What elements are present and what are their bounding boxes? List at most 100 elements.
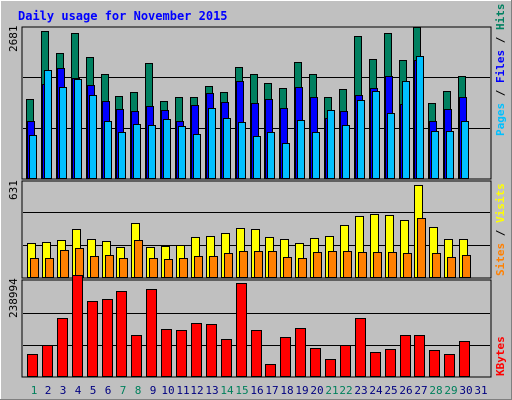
bar-kbytes-day-23 [355, 318, 366, 377]
bar-pages-day-6 [104, 121, 112, 179]
x-tick-day-25: 25 [384, 384, 397, 397]
bar-kbytes-day-13 [206, 324, 217, 377]
bar-pages-day-8 [133, 124, 141, 179]
bar-sites-day-1 [30, 258, 39, 278]
bar-pages-day-14 [223, 118, 231, 179]
bar-pages-day-24 [372, 91, 380, 179]
bar-pages-day-30 [461, 121, 469, 179]
x-tick-day-23: 23 [354, 384, 367, 397]
bar-pages-day-26 [402, 81, 410, 179]
bar-sites-day-11 [179, 258, 188, 278]
x-tick-day-14: 14 [220, 384, 234, 397]
bar-kbytes-day-27 [414, 335, 425, 377]
bar-kbytes-day-7 [116, 291, 127, 377]
chart-title: Daily usage for November 2015 [18, 9, 228, 23]
x-tick-day-19: 19 [295, 384, 308, 397]
x-tick-day-21: 21 [325, 384, 338, 397]
bar-pages-day-11 [178, 126, 186, 179]
x-tick-day-2: 2 [45, 384, 52, 397]
bar-pages-day-7 [118, 132, 126, 179]
bar-sites-day-22 [343, 251, 352, 278]
bar-pages-day-3 [59, 87, 67, 179]
bar-sites-day-10 [164, 259, 173, 278]
bar-sites-day-4 [75, 248, 84, 278]
bar-pages-day-25 [387, 113, 395, 179]
bar-kbytes-day-28 [429, 350, 440, 377]
bar-sites-day-24 [373, 252, 382, 278]
bar-kbytes-day-15 [236, 283, 247, 377]
x-tick-day-30: 30 [459, 384, 472, 397]
bar-kbytes-day-11 [176, 330, 187, 377]
bar-pages-day-18 [282, 143, 290, 179]
ytick-kbytes: 238994 [7, 278, 20, 318]
legend-files: Files [494, 50, 507, 83]
x-tick-day-28: 28 [429, 384, 442, 397]
x-tick-day-13: 13 [205, 384, 218, 397]
bar-sites-day-13 [209, 256, 218, 278]
x-tick-day-29: 29 [444, 384, 457, 397]
ytick-visits: 631 [7, 180, 20, 200]
bar-kbytes-day-24 [370, 352, 381, 377]
ytick-hits: 2681 [7, 26, 20, 53]
bar-pages-day-20 [312, 132, 320, 179]
x-tick-day-9: 9 [150, 384, 157, 397]
bar-sites-day-3 [60, 250, 69, 278]
bar-kbytes-day-30 [459, 341, 470, 377]
bar-sites-day-28 [432, 253, 441, 278]
bar-kbytes-day-5 [87, 301, 98, 377]
bar-sites-day-18 [283, 257, 292, 278]
bar-pages-day-1 [29, 135, 37, 179]
bar-kbytes-day-10 [161, 329, 172, 377]
bar-pages-day-9 [148, 125, 156, 179]
bar-pages-day-15 [238, 122, 246, 179]
bar-kbytes-day-1 [27, 354, 38, 377]
bar-kbytes-day-8 [131, 335, 142, 377]
bar-sites-day-23 [358, 252, 367, 278]
bar-sites-day-12 [194, 256, 203, 278]
bar-kbytes-day-2 [42, 345, 53, 377]
bar-pages-day-22 [342, 125, 350, 179]
x-tick-day-5: 5 [90, 384, 97, 397]
bar-kbytes-day-25 [385, 349, 396, 377]
x-tick-day-24: 24 [369, 384, 383, 397]
legend-kbytes: KBytes [494, 336, 507, 376]
bar-kbytes-day-3 [57, 318, 68, 377]
legend-sep-2: / [494, 30, 507, 50]
bar-sites-day-29 [447, 257, 456, 278]
bar-sites-day-26 [403, 253, 412, 278]
bar-sites-day-7 [119, 258, 128, 278]
bar-pages-day-12 [193, 134, 201, 179]
bar-sites-day-15 [239, 251, 248, 278]
bar-sites-day-8 [134, 240, 143, 278]
bar-pages-day-27 [416, 56, 424, 179]
x-tick-day-31: 31 [474, 384, 487, 397]
x-axis-labels: 1 2 3 4 5 6 7 8 9 10 11 12 13 14 15 16 17 18 19 20 21 22 23 24 2… [31, 384, 488, 397]
bar-kbytes-day-19 [295, 328, 306, 377]
bar-sites-day-14 [224, 253, 233, 278]
legend-hits: Hits [494, 4, 507, 31]
bar-sites-day-17 [268, 251, 277, 278]
bar-sites-day-6 [105, 255, 114, 278]
bar-sites-day-25 [388, 252, 397, 278]
legend-sep-3: / [494, 223, 507, 243]
legend-pages: Pages [494, 103, 507, 136]
x-tick-day-7: 7 [120, 384, 127, 397]
bar-pages-day-16 [253, 136, 261, 179]
legend-visits: Visits [494, 183, 507, 223]
bar-kbytes-day-6 [102, 299, 113, 377]
x-tick-day-15: 15 [235, 384, 248, 397]
bar-kbytes-day-22 [340, 345, 351, 377]
bar-pages-day-29 [446, 131, 454, 179]
x-tick-day-4: 4 [75, 384, 82, 397]
x-tick-day-3: 3 [60, 384, 67, 397]
x-tick-day-11: 11 [176, 384, 189, 397]
x-tick-day-18: 18 [280, 384, 293, 397]
bar-sites-day-16 [254, 251, 263, 278]
x-tick-day-8: 8 [135, 384, 142, 397]
bar-kbytes-day-12 [191, 323, 202, 377]
bar-pages-day-10 [163, 119, 171, 179]
x-tick-day-27: 27 [414, 384, 427, 397]
bar-sites-day-9 [149, 258, 158, 278]
bar-pages-day-4 [74, 79, 82, 179]
